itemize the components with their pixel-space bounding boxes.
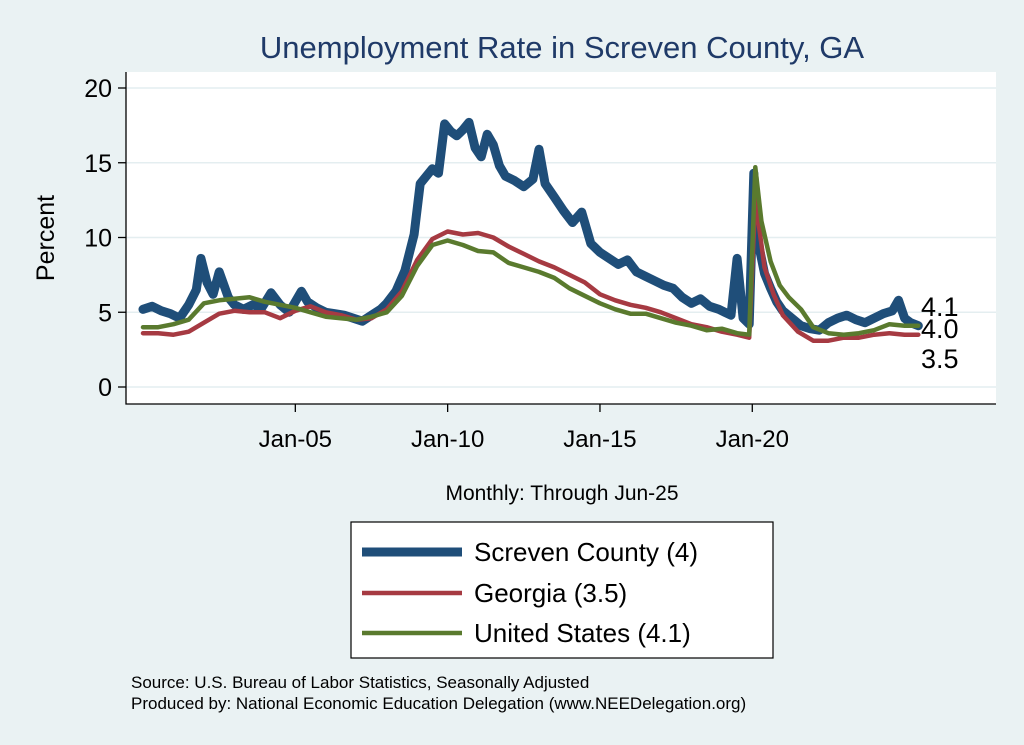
y-tick-label: 0 bbox=[98, 374, 112, 402]
end-label-united-states: 4.1 bbox=[921, 292, 959, 322]
y-tick-label: 20 bbox=[84, 75, 112, 103]
legend: Screven County (4) Georgia (3.5) United … bbox=[350, 521, 774, 659]
series-line-united-states bbox=[140, 164, 921, 337]
x-tick-label: Jan-05 bbox=[259, 426, 332, 453]
x-axis-label: Monthly: Through Jun-25 bbox=[445, 482, 678, 505]
legend-label-georgia: Georgia (3.5) bbox=[474, 578, 627, 608]
legend-label-screven: Screven County (4) bbox=[474, 537, 698, 567]
x-tick-label: Jan-10 bbox=[411, 426, 484, 453]
gridlines bbox=[126, 87, 996, 388]
end-label-screven: 4.0 bbox=[921, 314, 959, 344]
y-tick-label: 5 bbox=[98, 299, 112, 327]
producer-note: Produced by: National Economic Education… bbox=[131, 694, 746, 713]
y-tick-label: 15 bbox=[84, 150, 112, 178]
source-note: Source: U.S. Bureau of Labor Statistics,… bbox=[131, 673, 589, 692]
legend-label-united-states: United States (4.1) bbox=[474, 618, 691, 648]
series-layer bbox=[138, 117, 923, 343]
y-axis-label: Percent bbox=[32, 195, 60, 281]
y-tick-label: 10 bbox=[84, 225, 112, 253]
chart-title: Unemployment Rate in Screven County, GA bbox=[260, 30, 865, 65]
x-tick-label: Jan-20 bbox=[716, 426, 789, 453]
series-line-georgia bbox=[140, 196, 921, 343]
axes bbox=[125, 72, 996, 405]
end-label-georgia: 3.5 bbox=[921, 344, 959, 374]
legend-box bbox=[350, 521, 774, 659]
x-axis-ticks: Jan-05 Jan-10 Jan-15 Jan-20 bbox=[259, 404, 789, 453]
x-tick-label: Jan-15 bbox=[563, 426, 636, 453]
y-axis-ticks: 0 5 10 15 20 bbox=[84, 75, 126, 402]
